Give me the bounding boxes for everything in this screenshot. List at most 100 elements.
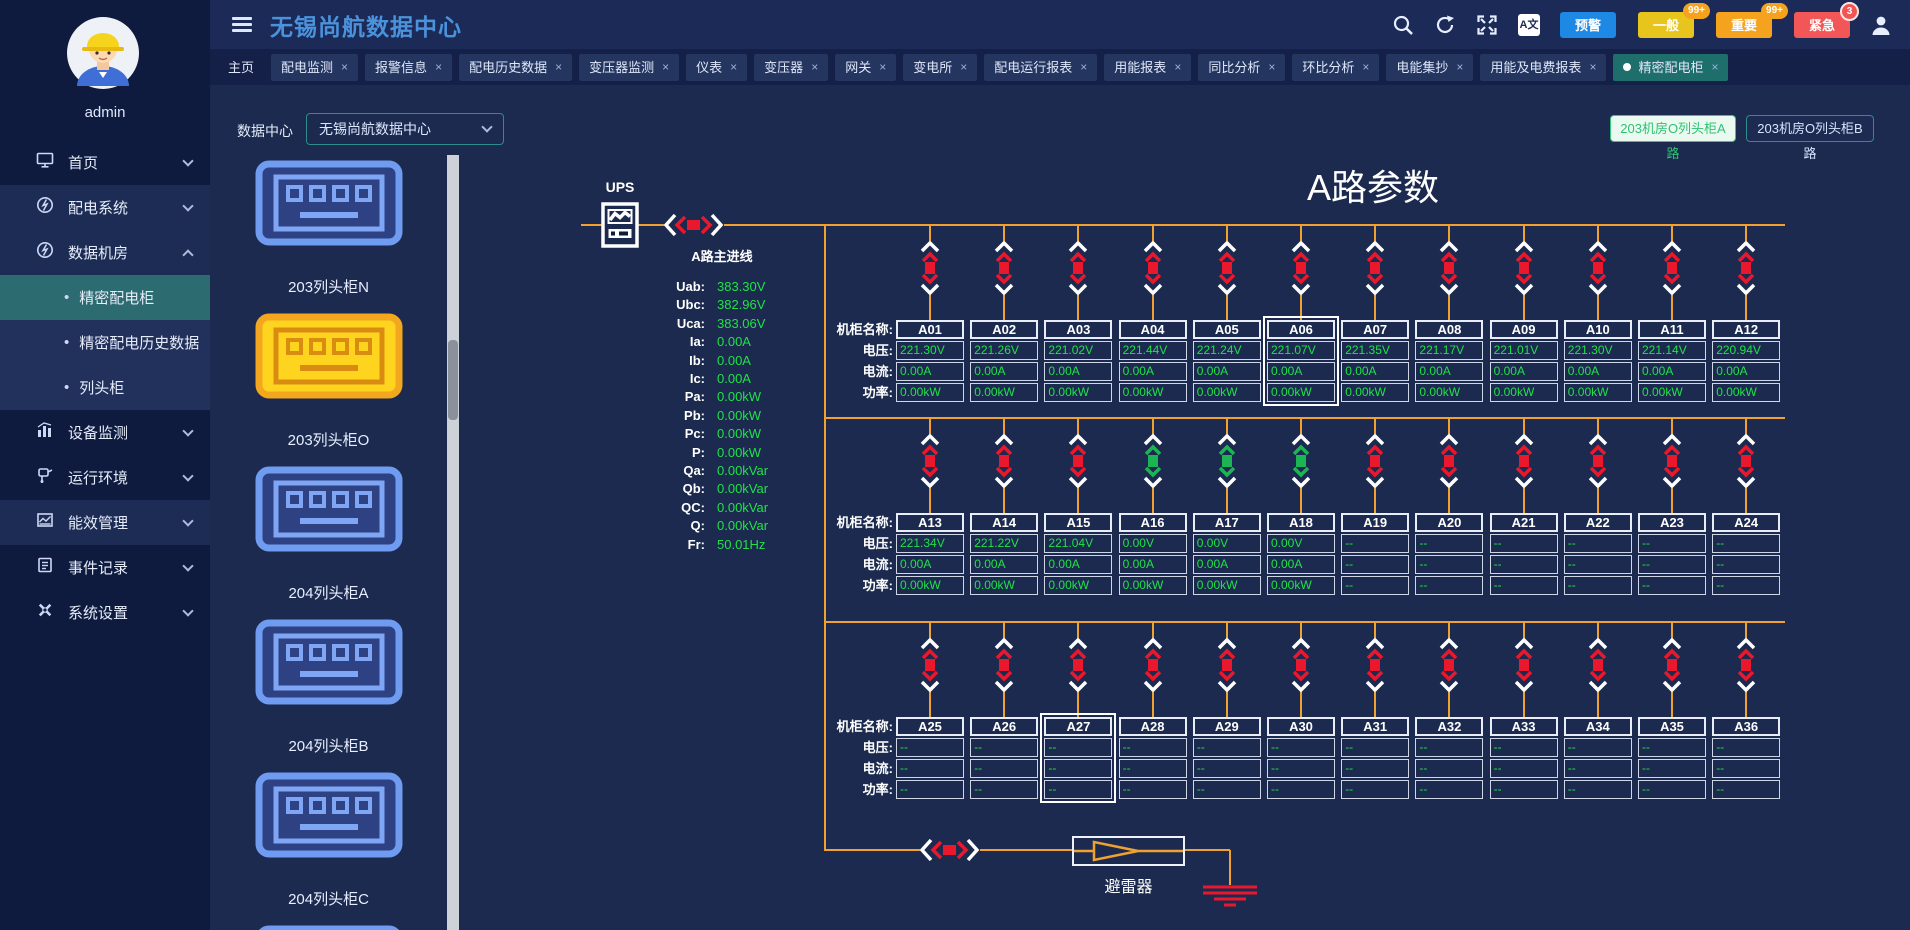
- user-icon[interactable]: [1870, 14, 1892, 36]
- breaker-icon[interactable]: [664, 212, 724, 238]
- sidebar-item-4[interactable]: 运行环境: [0, 455, 210, 500]
- breaker-icon[interactable]: [1289, 637, 1313, 693]
- cabinet-name[interactable]: A17: [1192, 513, 1261, 532]
- sidebar-item-2[interactable]: 数据机房: [0, 230, 210, 275]
- avatar[interactable]: [66, 16, 140, 95]
- breaker-icon[interactable]: [1660, 637, 1684, 693]
- cabinet-name[interactable]: A04: [1118, 320, 1187, 339]
- cabinet-name[interactable]: A24: [1712, 513, 1781, 532]
- cabinet-name[interactable]: A08: [1415, 320, 1484, 339]
- cabinet-name[interactable]: A30: [1267, 717, 1335, 736]
- close-icon[interactable]: ×: [730, 59, 738, 74]
- breaker-icon[interactable]: [1141, 637, 1165, 693]
- breaker-icon[interactable]: [918, 240, 942, 296]
- close-icon[interactable]: ×: [1456, 59, 1464, 74]
- breaker-icon[interactable]: [918, 433, 942, 489]
- breaker-icon[interactable]: [1066, 433, 1090, 489]
- close-icon[interactable]: ×: [435, 59, 443, 74]
- tab-2[interactable]: 报警信息 ×: [365, 53, 453, 81]
- fullscreen-icon[interactable]: [1476, 14, 1498, 36]
- breaker-icon[interactable]: [1363, 637, 1387, 693]
- datacenter-select[interactable]: 无锡尚航数据中心: [306, 113, 504, 145]
- cabinet-name[interactable]: A03: [1044, 320, 1113, 339]
- cabinet-name[interactable]: A32: [1415, 717, 1484, 736]
- route-button-0[interactable]: 203机房O列头柜A路: [1610, 115, 1736, 161]
- search-icon[interactable]: [1392, 14, 1414, 36]
- tab-9[interactable]: 配电运行报表 ×: [984, 53, 1098, 81]
- close-icon[interactable]: ×: [341, 59, 349, 74]
- tab-12[interactable]: 环比分析 ×: [1292, 53, 1380, 81]
- cabinet-name[interactable]: A25: [896, 717, 964, 736]
- sidebar-subitem[interactable]: • 精密配电历史数据: [0, 320, 210, 365]
- cabinet-name[interactable]: A29: [1192, 717, 1261, 736]
- cabinet-name[interactable]: A02: [970, 320, 1039, 339]
- breaker-icon[interactable]: [1066, 240, 1090, 296]
- close-icon[interactable]: ×: [555, 59, 563, 74]
- tab-6[interactable]: 变压器 ×: [754, 53, 829, 81]
- breaker-icon[interactable]: [1066, 637, 1090, 693]
- breaker-icon[interactable]: [992, 433, 1016, 489]
- tab-11[interactable]: 同比分析 ×: [1198, 53, 1286, 81]
- cabinet-thumbnail-203列头柜N[interactable]: 203列头柜N: [210, 160, 447, 313]
- alarm-button-0[interactable]: 预警: [1560, 11, 1616, 38]
- cabinet-name[interactable]: A35: [1638, 717, 1706, 736]
- breaker-icon[interactable]: [1586, 637, 1610, 693]
- cabinet-name[interactable]: A22: [1563, 513, 1632, 532]
- cabinet-name[interactable]: A09: [1489, 320, 1558, 339]
- cabinet-name[interactable]: A23: [1638, 513, 1706, 532]
- breaker-icon[interactable]: [1734, 637, 1758, 693]
- close-icon[interactable]: ×: [1711, 59, 1719, 74]
- close-icon[interactable]: ×: [811, 59, 819, 74]
- cabinet-name[interactable]: A14: [970, 513, 1039, 532]
- breaker-icon[interactable]: [1363, 433, 1387, 489]
- sidebar-item-7[interactable]: 系统设置: [0, 590, 210, 635]
- alarm-button-3[interactable]: 紧急 3: [1794, 1, 1859, 38]
- tab-0[interactable]: 主页: [228, 59, 255, 75]
- sidebar-item-3[interactable]: 设备监测: [0, 410, 210, 455]
- breaker-icon[interactable]: [1141, 433, 1165, 489]
- cabinet-name[interactable]: A07: [1341, 320, 1410, 339]
- close-icon[interactable]: ×: [879, 59, 887, 74]
- breaker-icon[interactable]: [1289, 240, 1313, 296]
- close-icon[interactable]: ×: [960, 59, 968, 74]
- close-icon[interactable]: ×: [662, 59, 670, 74]
- tab-5[interactable]: 仪表 ×: [686, 53, 748, 81]
- cabinet-name[interactable]: A27: [1044, 717, 1113, 736]
- breaker-icon[interactable]: [1512, 637, 1536, 693]
- cabinet-thumbnail-204列头柜B[interactable]: 204列头柜B: [210, 619, 447, 772]
- tab-13[interactable]: 电能集抄 ×: [1386, 53, 1474, 81]
- cabinet-thumbnail-partial[interactable]: [210, 925, 447, 930]
- cabinet-name[interactable]: A05: [1192, 320, 1261, 339]
- ups-icon[interactable]: [601, 202, 639, 248]
- sidebar-item-5[interactable]: 能效管理: [0, 500, 210, 545]
- scrollbar-track[interactable]: [447, 155, 459, 930]
- alarm-button-2[interactable]: 重要 99+: [1716, 2, 1788, 38]
- breaker-icon[interactable]: [1734, 433, 1758, 489]
- breaker-icon[interactable]: [1660, 433, 1684, 489]
- route-button-1[interactable]: 203机房O列头柜B路: [1746, 115, 1874, 161]
- sidebar-item-1[interactable]: 配电系统: [0, 185, 210, 230]
- close-icon[interactable]: ×: [1080, 59, 1088, 74]
- cabinet-name[interactable]: A06: [1267, 320, 1335, 339]
- sidebar-item-0[interactable]: 首页: [0, 140, 210, 185]
- close-icon[interactable]: ×: [1589, 59, 1597, 74]
- scrollbar-thumb[interactable]: [448, 340, 458, 420]
- tab-4[interactable]: 变压器监测 ×: [579, 53, 680, 81]
- cabinet-thumbnail-203列头柜O[interactable]: 203列头柜O: [210, 313, 447, 466]
- cabinet-name[interactable]: A28: [1118, 717, 1187, 736]
- breaker-icon[interactable]: [1363, 240, 1387, 296]
- breaker-icon[interactable]: [992, 637, 1016, 693]
- cabinet-thumbnail-204列头柜A[interactable]: 204列头柜A: [210, 466, 447, 619]
- breaker-icon[interactable]: [1512, 433, 1536, 489]
- cabinet-name[interactable]: A10: [1563, 320, 1632, 339]
- breaker-icon[interactable]: [1586, 433, 1610, 489]
- tab-3[interactable]: 配电历史数据 ×: [459, 53, 573, 81]
- close-icon[interactable]: ×: [1268, 59, 1276, 74]
- breaker-icon[interactable]: [1215, 433, 1239, 489]
- breaker-icon[interactable]: [1437, 637, 1461, 693]
- breaker-icon[interactable]: [992, 240, 1016, 296]
- breaker-icon[interactable]: [1141, 240, 1165, 296]
- alarm-button-1[interactable]: 一般 99+: [1638, 2, 1710, 38]
- tab-10[interactable]: 用能报表 ×: [1104, 53, 1192, 81]
- cabinet-name[interactable]: A16: [1118, 513, 1187, 532]
